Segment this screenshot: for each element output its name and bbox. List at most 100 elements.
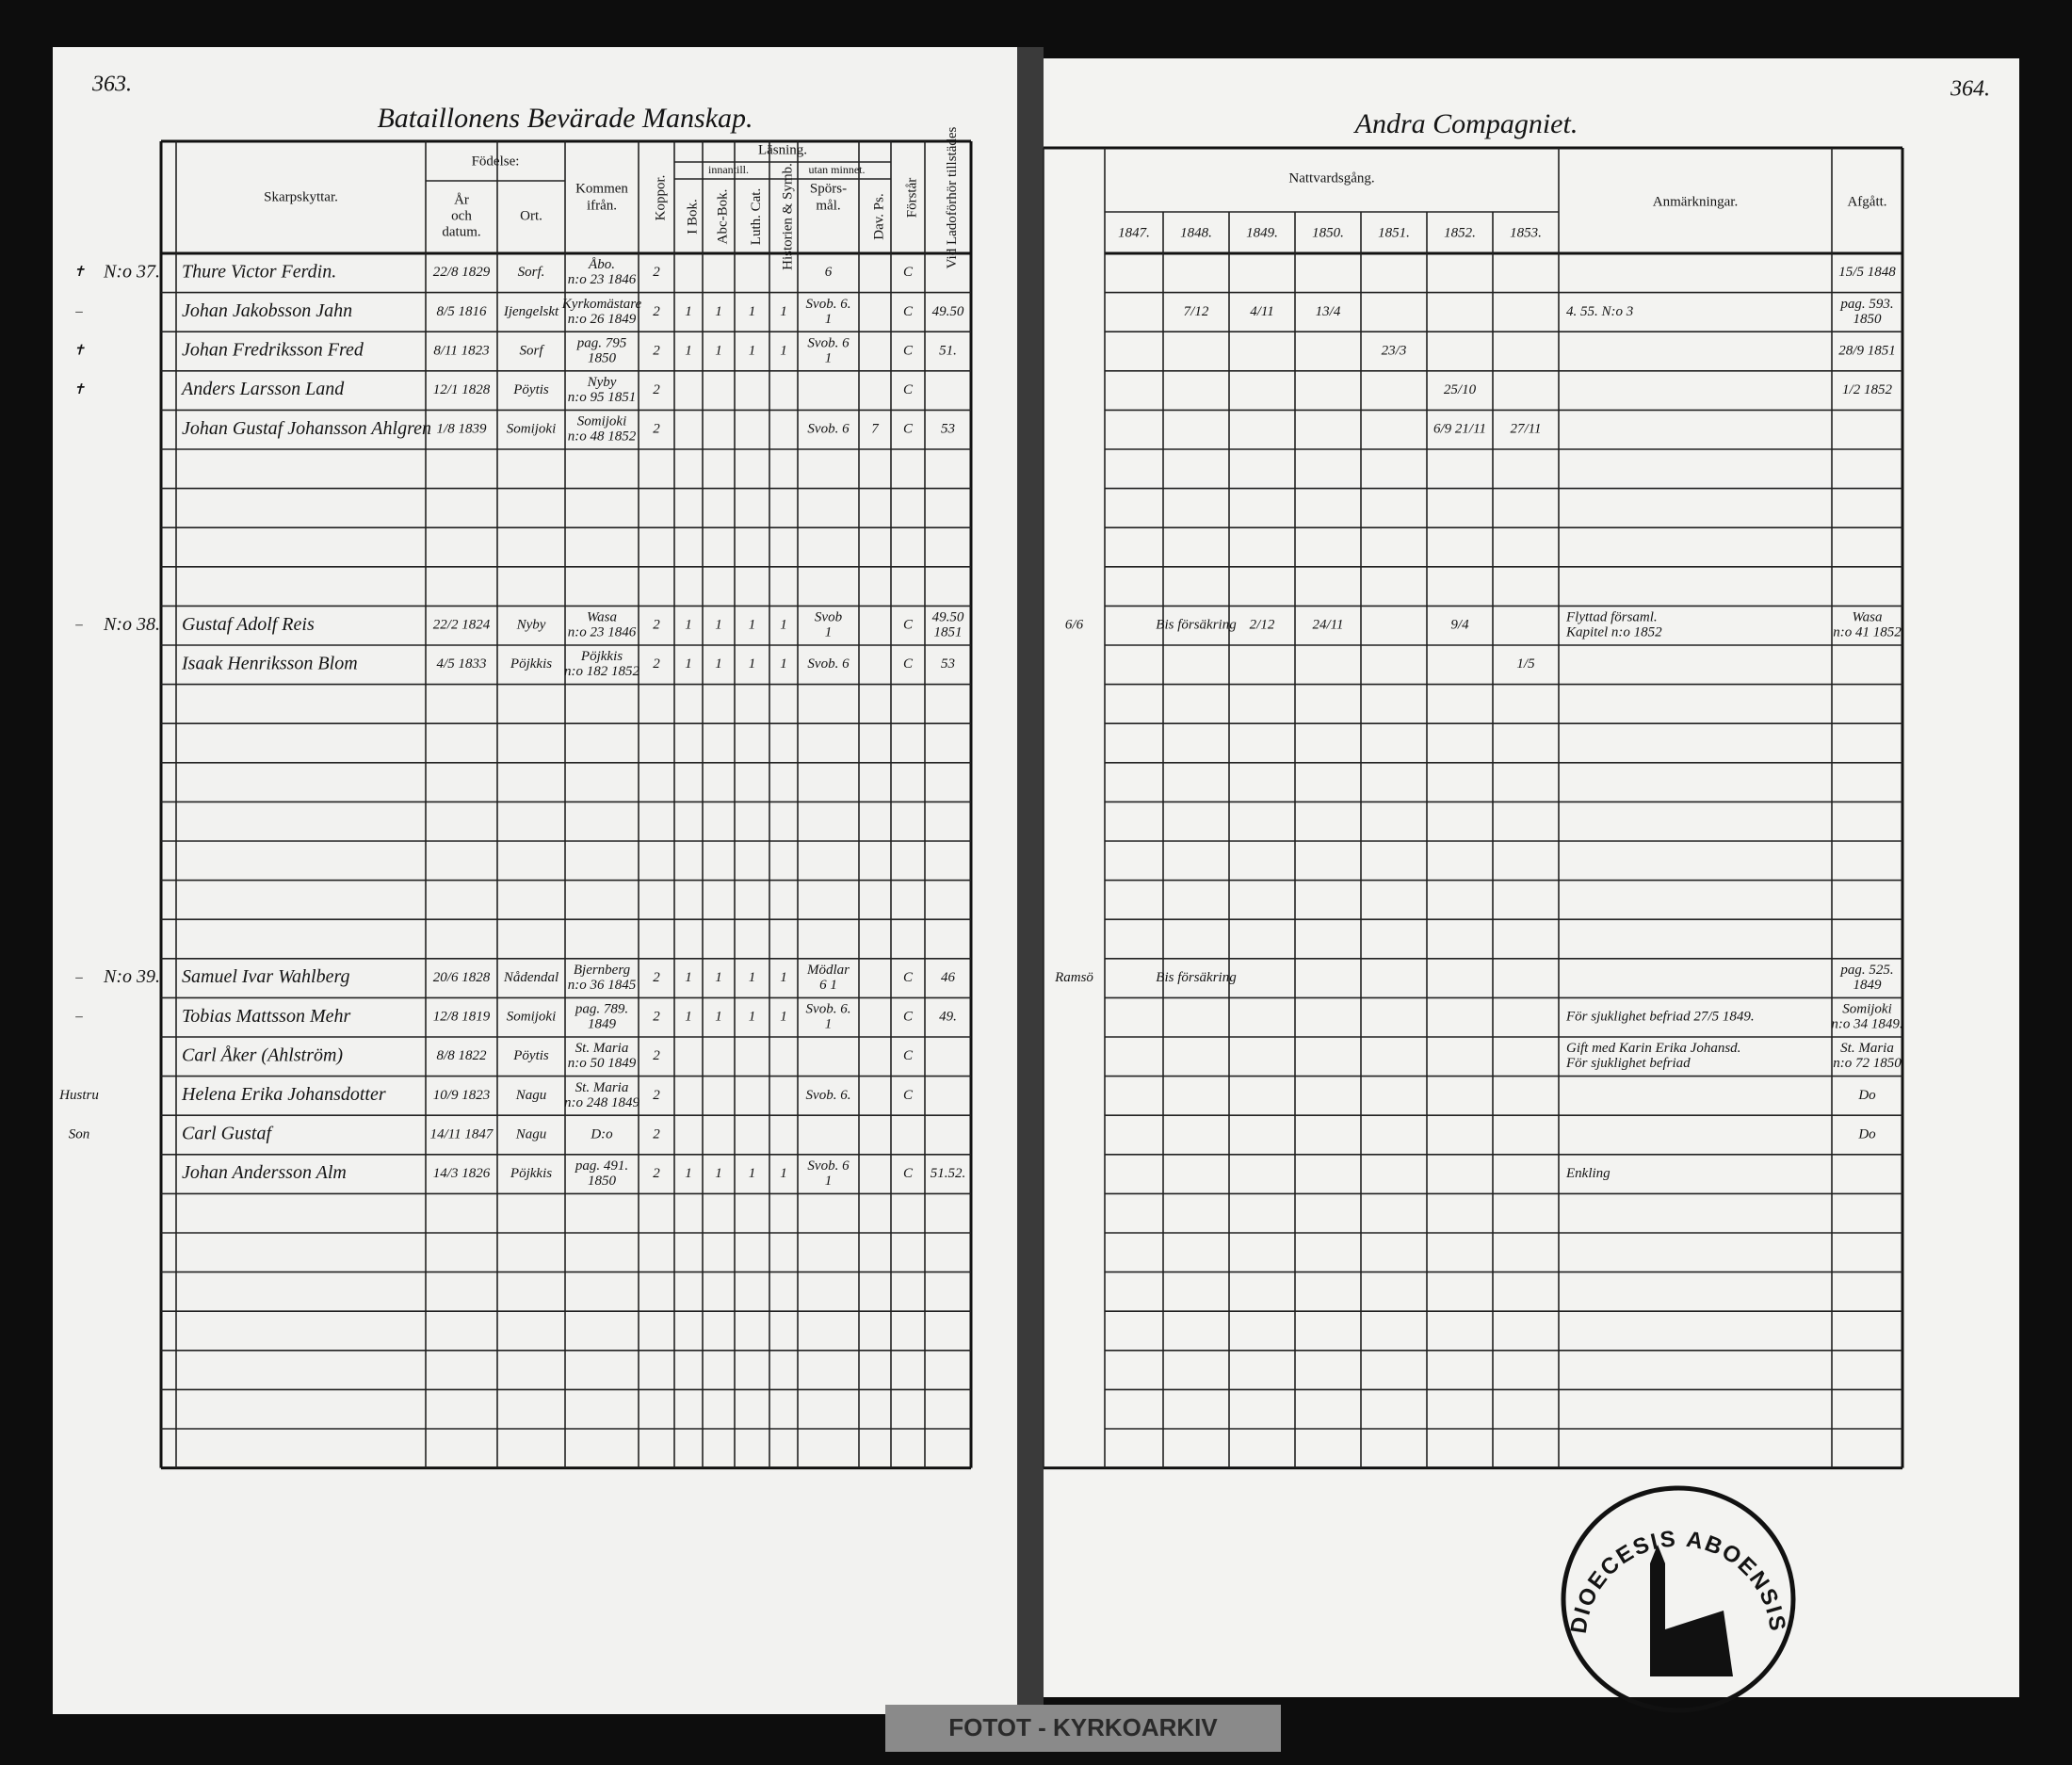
page-number: 364. <box>1950 77 1990 102</box>
cell-year: 22/2 1824 <box>433 618 491 633</box>
stamp-church <box>1650 1545 1733 1676</box>
column-header: År <box>454 192 469 207</box>
column-header: datum. <box>442 224 480 239</box>
entry-number: N:o 39. <box>103 966 160 987</box>
cell-abc: 1 <box>715 970 722 985</box>
column-header: Koppor. <box>653 175 668 221</box>
column-header: 1853. <box>1510 225 1542 240</box>
person-name: Johan Jakobsson Jahn <box>182 300 352 321</box>
column-header: Historien & Symb. <box>780 163 795 270</box>
cell-from: n:o 26 1849 <box>568 312 637 327</box>
page-title: Bataillonens Bevärade Manskap. <box>377 103 753 134</box>
column-header: 1848. <box>1180 225 1212 240</box>
cell-kopp: 2 <box>653 656 660 672</box>
remark: 4. 55. N:o 3 <box>1566 304 1633 319</box>
cell-from: 1850 <box>588 1174 617 1189</box>
remark: Gift med Karin Erika Johansd. <box>1566 1041 1740 1056</box>
cell-ibok: 1 <box>685 1010 692 1025</box>
cell-year: 8/11 1823 <box>433 343 489 358</box>
cell-ladu: 49.50 <box>932 610 964 625</box>
cell-spor: Svob. 6. <box>806 297 851 312</box>
cell-from: n:o 95 1851 <box>568 390 637 405</box>
cell-y1848: 7/12 <box>1184 304 1209 319</box>
person-name: Tobias Mattsson Mehr <box>182 1006 351 1027</box>
cell-from: Bjernberg <box>574 963 631 978</box>
column-header: Skarpskyttar. <box>264 189 338 204</box>
cell-luth: 1 <box>749 656 756 672</box>
person-name: Samuel Ivar Wahlberg <box>182 966 350 987</box>
cell-year: 12/8 1819 <box>433 1010 491 1025</box>
cell-from: n:o 23 1846 <box>568 625 637 640</box>
cell-place: Nagu <box>515 1126 547 1142</box>
cell-afgatt: pag. 593. <box>1839 297 1893 312</box>
person-name: Johan Gustaf Johansson Ahlgren <box>182 418 431 439</box>
remark: För sjuklighet befriad 27/5 1849. <box>1565 1010 1755 1025</box>
cell-place: Somijoki <box>507 1010 557 1025</box>
cell-ladu: 49. <box>939 1010 957 1025</box>
cell-ladu: 46 <box>941 970 956 985</box>
person-name: Carl Åker (Ahlström) <box>182 1044 343 1065</box>
cell-ibok: 1 <box>685 343 692 358</box>
cell-year: 20/6 1828 <box>433 970 491 985</box>
cell-kopp: 2 <box>653 1048 660 1063</box>
cell-luth: 1 <box>749 1166 756 1181</box>
row-mark: – <box>74 618 83 633</box>
cell-ibok: 1 <box>685 656 692 672</box>
cell-from: n:o 23 1846 <box>568 272 637 287</box>
cell-c0: 6/6 <box>1065 618 1084 633</box>
cell-hist: 1 <box>780 1166 787 1181</box>
cell-spor: 6 <box>825 265 833 280</box>
cell-place: Somijoki <box>507 422 557 437</box>
archive-label-box <box>885 1705 1281 1752</box>
cell-afgatt: Wasa <box>1853 610 1883 625</box>
archive-label: FOTOT - KYRKOARKIV <box>948 1713 1218 1741</box>
cell-spor: Svob. 6 <box>807 1158 850 1174</box>
cell-afgatt: St. Maria <box>1840 1041 1894 1056</box>
cell-spor: 6 1 <box>819 978 837 993</box>
cell-kopp: 2 <box>653 304 660 319</box>
cell-place: Pöjkkis <box>510 656 552 672</box>
row-mark: Son <box>69 1126 90 1142</box>
column-header: Ort. <box>520 208 542 223</box>
group-subheader: utan minnet. <box>809 163 866 176</box>
cell-place: Sorf <box>519 343 544 358</box>
cell-spor: Svob. 6 <box>807 656 850 672</box>
cell-afgatt: n:o 41 1852 <box>1833 625 1902 640</box>
cell-y1852: 25/10 <box>1444 382 1477 397</box>
cell-kopp: 2 <box>653 1088 660 1103</box>
cell-y1850: 24/11 <box>1312 618 1343 633</box>
cell-afgatt: n:o 34 1849. <box>1831 1017 1902 1032</box>
cell-hist: 1 <box>780 970 787 985</box>
cell-kopp: 2 <box>653 265 660 280</box>
cell-dav: 7 <box>871 422 880 437</box>
cell-forst: C <box>903 656 914 672</box>
cell-year: 22/8 1829 <box>433 265 491 280</box>
cell-spor: Svob. 6. <box>806 1002 851 1017</box>
cell-from: 1849 <box>588 1017 617 1032</box>
cell-luth: 1 <box>749 618 756 633</box>
cell-year: 10/9 1823 <box>433 1088 490 1103</box>
cell-year: 1/8 1839 <box>437 422 487 437</box>
cell-spor: Mödlar <box>806 963 850 978</box>
person-name: Thure Victor Ferdin. <box>182 261 336 282</box>
cell-luth: 1 <box>749 343 756 358</box>
cell-luth: 1 <box>749 1010 756 1025</box>
cell-kopp: 2 <box>653 970 660 985</box>
cell-forst: C <box>903 970 914 985</box>
cell-from: Somijoki <box>577 414 627 429</box>
group-subheader: innantill. <box>708 163 749 176</box>
cell-year: 12/1 1828 <box>433 382 491 397</box>
cell-ibok: 1 <box>685 618 692 633</box>
column-header: I Bok. <box>685 199 700 235</box>
cell-from: Nyby <box>587 375 617 390</box>
cell-place: Pöjkkis <box>510 1166 552 1181</box>
cell-luth: 1 <box>749 970 756 985</box>
cell-place: Nådendal <box>503 970 558 985</box>
cell-forst: C <box>903 304 914 319</box>
cell-forst: C <box>903 618 914 633</box>
row-mark: ✝ <box>73 265 86 280</box>
column-header: Afgått. <box>1847 194 1886 209</box>
cell-afgatt: pag. 525. <box>1839 963 1893 978</box>
cell-from: D:o <box>590 1126 613 1142</box>
